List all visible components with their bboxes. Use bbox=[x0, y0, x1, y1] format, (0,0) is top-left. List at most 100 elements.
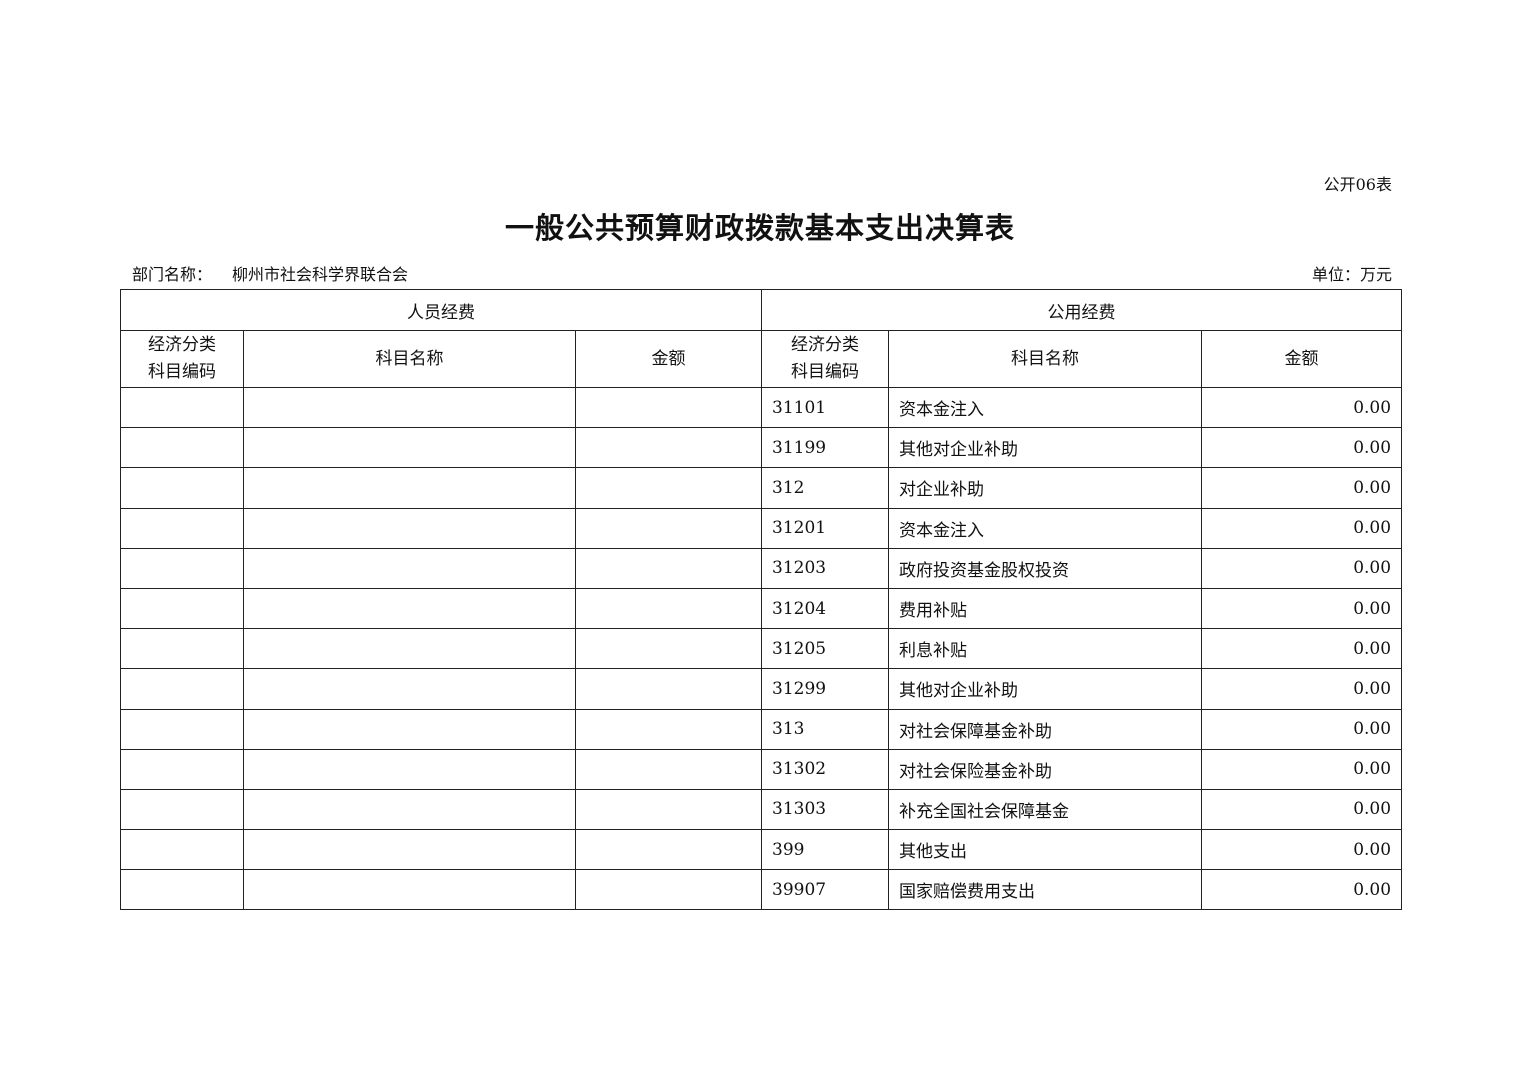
public-amount-cell: 0.00 bbox=[1201, 708, 1403, 750]
personnel-amount-cell bbox=[574, 829, 763, 871]
public-amount-cell: 0.00 bbox=[1201, 467, 1403, 509]
personnel-amount-cell bbox=[574, 668, 763, 710]
personnel-name-cell bbox=[243, 628, 576, 670]
personnel-amount-cell bbox=[574, 386, 763, 429]
personnel-code-cell bbox=[120, 628, 244, 670]
public-amount-cell: 0.00 bbox=[1201, 587, 1403, 630]
table-row: 31204 费用补贴 0.00 bbox=[120, 587, 1403, 630]
personnel-name-cell bbox=[243, 547, 576, 589]
personnel-code-cell bbox=[120, 547, 244, 589]
header-amount: 金额 bbox=[1201, 330, 1403, 388]
public-amount-cell: 0.00 bbox=[1201, 547, 1403, 589]
personnel-code-cell bbox=[120, 668, 244, 710]
public-code-cell: 31201 bbox=[761, 507, 890, 549]
public-name-cell: 对企业补助 bbox=[888, 467, 1203, 509]
header-name: 科目名称 bbox=[888, 330, 1203, 388]
personnel-name-cell bbox=[243, 587, 576, 630]
group-header-row: 人员经费 公用经费 bbox=[119, 289, 1403, 331]
header-code-line1: 经济分类 bbox=[148, 335, 216, 355]
personnel-amount-cell bbox=[574, 869, 763, 911]
personnel-amount-cell bbox=[574, 587, 763, 630]
header-code: 经济分类 科目编码 bbox=[120, 330, 244, 388]
public-amount-cell: 0.00 bbox=[1201, 386, 1403, 429]
public-amount-cell: 0.00 bbox=[1201, 788, 1403, 831]
personnel-amount-cell bbox=[574, 467, 763, 509]
public-code-cell: 31204 bbox=[761, 587, 890, 630]
table-row: 31303 补充全国社会保障基金 0.00 bbox=[120, 788, 1403, 831]
public-name-cell: 资本金注入 bbox=[888, 507, 1203, 549]
table-row: 31302 对社会保险基金补助 0.00 bbox=[120, 748, 1403, 790]
public-code-cell: 399 bbox=[761, 829, 890, 871]
public-amount-cell: 0.00 bbox=[1201, 668, 1403, 710]
header-code-line2: 科目编码 bbox=[791, 362, 860, 382]
personnel-name-cell bbox=[243, 748, 576, 790]
public-code-cell: 312 bbox=[761, 467, 890, 509]
public-code-cell: 31302 bbox=[761, 748, 890, 790]
public-name-cell: 政府投资基金股权投资 bbox=[888, 547, 1203, 589]
personnel-code-cell bbox=[120, 788, 244, 831]
header-code: 经济分类 科目编码 bbox=[761, 330, 890, 388]
personnel-amount-cell bbox=[574, 708, 763, 750]
personnel-amount-cell bbox=[574, 788, 763, 831]
header-amount: 金额 bbox=[574, 330, 763, 388]
group-header-public: 公用经费 bbox=[761, 289, 1403, 331]
table-row: 399 其他支出 0.00 bbox=[120, 829, 1403, 871]
personnel-name-cell bbox=[243, 668, 576, 710]
public-code-cell: 313 bbox=[761, 708, 890, 750]
personnel-code-cell bbox=[120, 427, 244, 469]
page-title: 一般公共预算财政拨款基本支出决算表 bbox=[504, 211, 1015, 245]
table-row: 39907 国家赔偿费用支出 0.00 bbox=[120, 869, 1403, 911]
public-name-cell: 其他对企业补助 bbox=[888, 427, 1203, 469]
table-row: 31203 政府投资基金股权投资 0.00 bbox=[120, 547, 1403, 589]
table-row: 31199 其他对企业补助 0.00 bbox=[120, 427, 1403, 469]
header-code-line1: 经济分类 bbox=[791, 335, 860, 355]
personnel-name-cell bbox=[243, 427, 576, 469]
table-row: 31299 其他对企业补助 0.00 bbox=[120, 668, 1403, 710]
public-code-cell: 31205 bbox=[761, 628, 890, 670]
personnel-code-cell bbox=[120, 587, 244, 630]
personnel-amount-cell bbox=[574, 748, 763, 790]
public-amount-cell: 0.00 bbox=[1201, 829, 1403, 871]
column-header-row: 经济分类 科目编码 科目名称 金额 经济分类 科目编码 科目名称 金额 bbox=[120, 330, 1403, 388]
public-amount-cell: 0.00 bbox=[1201, 427, 1403, 469]
public-name-cell: 其他对企业补助 bbox=[888, 668, 1203, 710]
public-name-cell: 费用补贴 bbox=[888, 587, 1203, 630]
personnel-amount-cell bbox=[574, 628, 763, 670]
personnel-amount-cell bbox=[574, 547, 763, 589]
public-code-cell: 31303 bbox=[761, 788, 890, 831]
public-code-cell: 39907 bbox=[761, 869, 890, 911]
table-row: 31205 利息补贴 0.00 bbox=[120, 628, 1403, 670]
public-name-cell: 对社会保险基金补助 bbox=[888, 748, 1203, 790]
personnel-code-cell bbox=[120, 869, 244, 911]
public-amount-cell: 0.00 bbox=[1201, 869, 1403, 911]
personnel-name-cell bbox=[243, 788, 576, 831]
department-name: 柳州市社会科学界联合会 bbox=[232, 265, 409, 284]
public-amount-cell: 0.00 bbox=[1201, 628, 1403, 670]
personnel-name-cell bbox=[243, 507, 576, 549]
public-name-cell: 资本金注入 bbox=[888, 386, 1203, 429]
unit-label: 单位：万元 bbox=[1311, 265, 1392, 284]
personnel-name-cell bbox=[243, 829, 576, 871]
department-label: 部门名称： bbox=[132, 265, 213, 284]
table-row: 312 对企业补助 0.00 bbox=[120, 467, 1403, 509]
header-name: 科目名称 bbox=[243, 330, 576, 388]
form-number: 公开06表 bbox=[1323, 175, 1392, 194]
personnel-code-cell bbox=[120, 708, 244, 750]
personnel-amount-cell bbox=[574, 427, 763, 469]
public-amount-cell: 0.00 bbox=[1201, 748, 1403, 790]
public-name-cell: 利息补贴 bbox=[888, 628, 1203, 670]
public-amount-cell: 0.00 bbox=[1201, 507, 1403, 549]
public-code-cell: 31299 bbox=[761, 668, 890, 710]
table-row: 31201 资本金注入 0.00 bbox=[120, 507, 1403, 549]
personnel-code-cell bbox=[120, 386, 244, 429]
group-header-personnel: 人员经费 bbox=[119, 289, 763, 331]
personnel-name-cell bbox=[243, 467, 576, 509]
public-code-cell: 31199 bbox=[761, 427, 890, 469]
public-code-cell: 31203 bbox=[761, 547, 890, 589]
public-name-cell: 对社会保障基金补助 bbox=[888, 708, 1203, 750]
table-row: 313 对社会保障基金补助 0.00 bbox=[120, 708, 1403, 750]
personnel-code-cell bbox=[120, 829, 244, 871]
personnel-name-cell bbox=[243, 386, 576, 429]
public-code-cell: 31101 bbox=[761, 386, 890, 429]
personnel-amount-cell bbox=[574, 507, 763, 549]
